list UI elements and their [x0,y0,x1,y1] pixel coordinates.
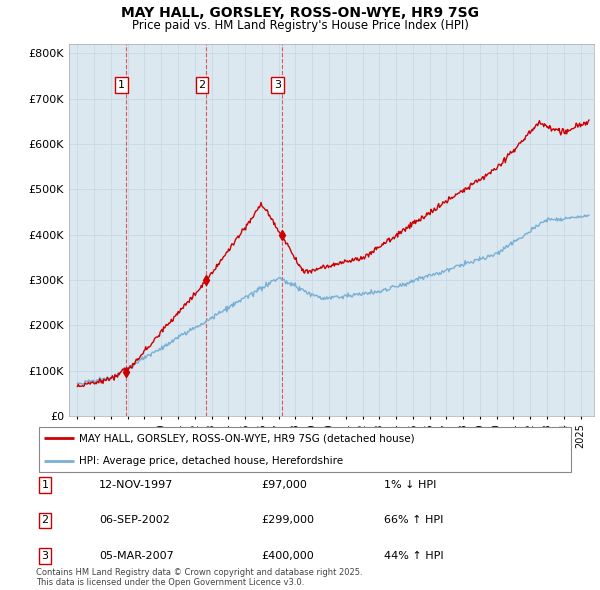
Text: 66% ↑ HPI: 66% ↑ HPI [384,516,443,525]
Text: HPI: Average price, detached house, Herefordshire: HPI: Average price, detached house, Here… [79,457,343,467]
Text: 1: 1 [118,80,125,90]
Text: 2: 2 [199,80,206,90]
Text: 3: 3 [41,551,49,560]
Text: 2: 2 [41,516,49,525]
Text: MAY HALL, GORSLEY, ROSS-ON-WYE, HR9 7SG: MAY HALL, GORSLEY, ROSS-ON-WYE, HR9 7SG [121,6,479,20]
Text: 1: 1 [41,480,49,490]
Text: £400,000: £400,000 [261,551,314,560]
Text: 1% ↓ HPI: 1% ↓ HPI [384,480,436,490]
Text: 05-MAR-2007: 05-MAR-2007 [99,551,174,560]
Text: Price paid vs. HM Land Registry's House Price Index (HPI): Price paid vs. HM Land Registry's House … [131,19,469,32]
Text: Contains HM Land Registry data © Crown copyright and database right 2025.
This d: Contains HM Land Registry data © Crown c… [36,568,362,587]
FancyBboxPatch shape [39,427,571,473]
Text: 06-SEP-2002: 06-SEP-2002 [99,516,170,525]
Text: 44% ↑ HPI: 44% ↑ HPI [384,551,443,560]
Text: 12-NOV-1997: 12-NOV-1997 [99,480,173,490]
Text: 3: 3 [274,80,281,90]
Text: £97,000: £97,000 [261,480,307,490]
Text: MAY HALL, GORSLEY, ROSS-ON-WYE, HR9 7SG (detached house): MAY HALL, GORSLEY, ROSS-ON-WYE, HR9 7SG … [79,433,415,443]
Text: £299,000: £299,000 [261,516,314,525]
